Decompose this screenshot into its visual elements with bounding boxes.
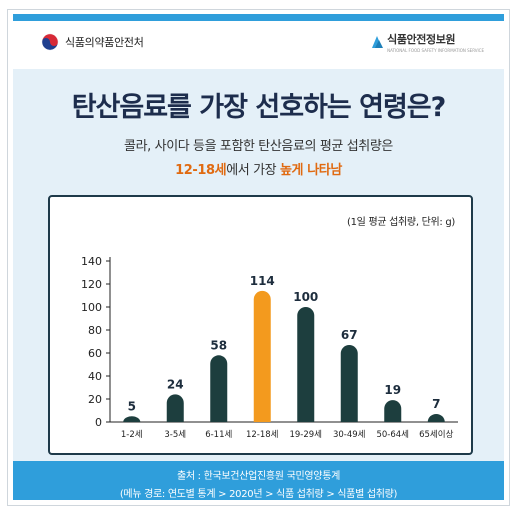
chart-unit-note: (1일 평균 섭취량, 단위: g) <box>347 217 455 228</box>
y-tick-label: 40 <box>88 370 102 383</box>
taegeuk-emblem-icon <box>41 33 59 51</box>
bar <box>297 307 315 422</box>
info-service-sub: NATIONAL FOOD SAFETY INFORMATION SERVICE <box>387 48 484 53</box>
bar <box>123 416 141 422</box>
x-tick-label: 50-64세 <box>376 430 409 440</box>
data-label: 5 <box>128 399 136 413</box>
y-tick-label: 120 <box>81 278 102 291</box>
bar <box>253 290 271 422</box>
data-label: 114 <box>250 274 275 288</box>
data-label: 100 <box>293 290 318 304</box>
footer: 출처 : 한국보건산업진흥원 국민영양통계 (메뉴 경로: 연도별 통계 > 2… <box>13 461 504 500</box>
y-tick-label: 80 <box>88 324 102 337</box>
bar-chart: 0 20 40 60 80 100 120 140 5 1-2세 24 3-5세 58 6-11세 114 1… <box>81 255 458 440</box>
x-tick-label: 30-49세 <box>333 430 366 440</box>
data-label: 19 <box>384 383 401 397</box>
top-accent-strip <box>13 14 504 21</box>
subtitle-line-1: 콜라, 사이다 등을 포함한 탄산음료의 평균 섭취량은 <box>124 139 393 154</box>
main-panel: 탄산음료를 가장 선호하는 연령은? 콜라, 사이다 등을 포함한 탄산음료의 … <box>13 69 504 461</box>
info-service-mark-icon <box>372 36 384 48</box>
x-tick-label: 12-18세 <box>246 430 279 440</box>
info-service-logo: 식품안전정보원 NATIONAL FOOD SAFETY INFORMATION… <box>370 31 484 53</box>
gov-logo: 식품의약품안전처 <box>41 33 144 51</box>
footer-source: 출처 : 한국보건산업진흥원 국민영양통계 <box>176 471 340 482</box>
y-tick-label: 60 <box>88 347 102 360</box>
footer-menu-path: (메뉴 경로: 연도별 통계 > 2020년 > 식품 섭취량 > 식품별 섭취… <box>119 489 398 500</box>
subtitle-age: 12-18세 <box>175 163 227 178</box>
chart-card: (1일 평균 섭취량, 단위: g) 0 20 40 60 80 100 120 140 5 1-… <box>48 195 473 455</box>
data-label: 7 <box>432 397 440 411</box>
gov-org-name: 식품의약품안전처 <box>65 36 144 49</box>
data-label: 24 <box>167 377 184 391</box>
y-tick-label: 140 <box>81 255 102 268</box>
x-tick-label: 19-29세 <box>289 430 322 440</box>
headline: 탄산음료를 가장 선호하는 연령은? <box>71 92 447 123</box>
bar <box>384 400 402 422</box>
data-label: 67 <box>341 328 358 342</box>
data-label: 58 <box>210 338 227 352</box>
bar <box>340 344 358 422</box>
y-tick-label: 100 <box>81 301 102 314</box>
y-tick-label: 20 <box>88 393 102 406</box>
header: 식품의약품안전처 식품안전정보원 NATIONAL FOOD SAFETY IN… <box>13 21 504 69</box>
subtitle-emphasis: 높게 나타남 <box>279 163 342 178</box>
y-tick-label: 0 <box>95 416 102 429</box>
x-tick-label: 3-5세 <box>164 430 186 440</box>
subtitle-mid: 에서 가장 <box>226 163 280 178</box>
x-tick-label: 1-2세 <box>121 430 143 440</box>
bar <box>427 413 445 422</box>
subtitle-line-2: 12-18세에서 가장 높게 나타남 <box>13 159 504 178</box>
info-service-name: 식품안전정보원 <box>387 33 456 46</box>
bar <box>166 394 184 422</box>
x-tick-label: 65세이상 <box>419 429 453 440</box>
x-tick-label: 6-11세 <box>205 430 232 440</box>
bar <box>210 355 228 422</box>
